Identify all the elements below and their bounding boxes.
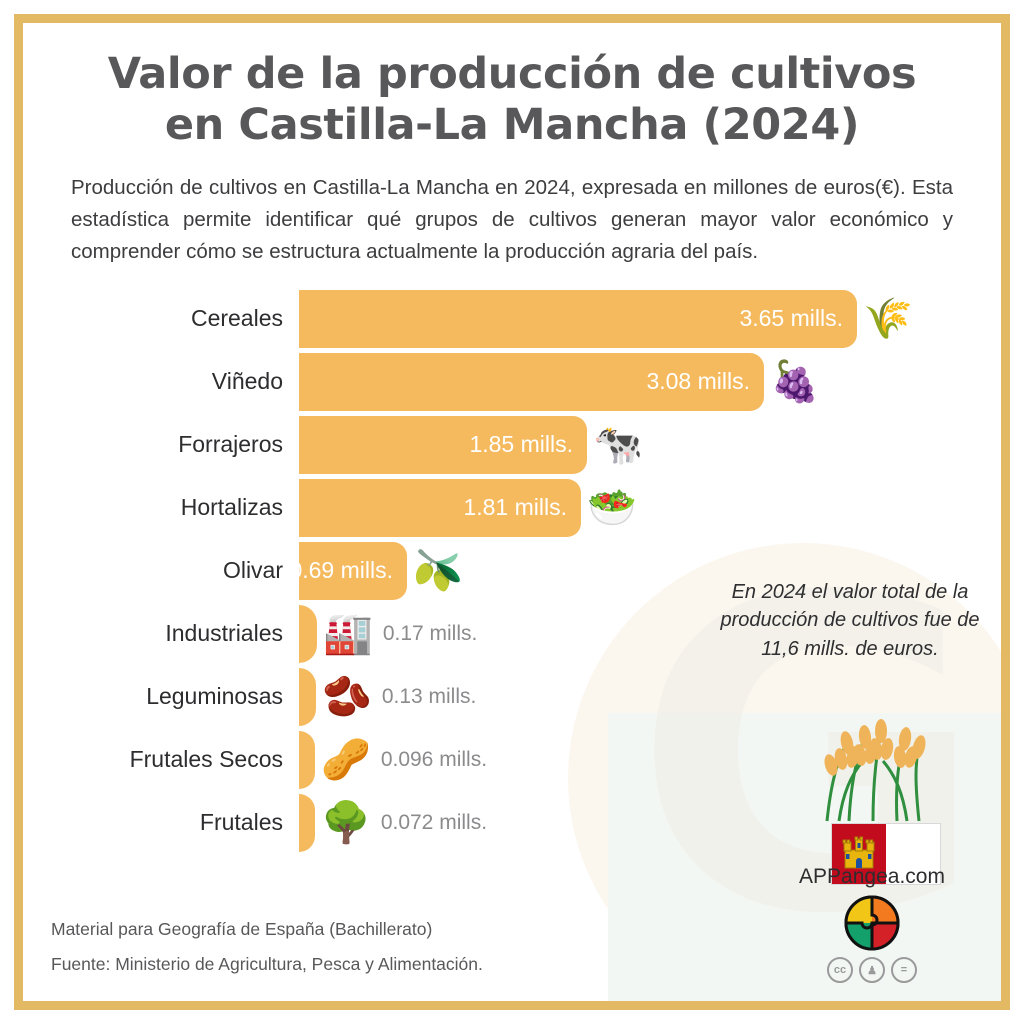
nuts-icon: 🥜	[321, 736, 371, 783]
bar-value-label: 0.072 mills.	[380, 810, 488, 834]
bar-category-label: Leguminosas	[146, 683, 283, 710]
bar-area: 3.08 mills. 🍇	[299, 352, 1001, 411]
fruit-tree-icon: 🌳	[321, 799, 371, 846]
bar-frutales[interactable]	[299, 793, 315, 852]
footer: Material para Geografía de España (Bachi…	[51, 905, 483, 975]
bar-cereales[interactable]: 3.65 mills.	[299, 289, 857, 348]
wheat-icon: 🌾	[863, 295, 913, 342]
brand-block[interactable]: APPangea.com cc ♟ =	[777, 865, 967, 983]
footer-material-line: Material para Geografía de España (Bachi…	[51, 919, 433, 939]
brand-name[interactable]: APPangea.com	[799, 865, 945, 888]
bar-category-label: Hortalizas	[180, 494, 283, 521]
bar-category-label: Olivar	[222, 557, 283, 584]
bar-value-label: 0.13 mills.	[381, 684, 477, 708]
table-row: Forrajeros 1.85 mills. 🐄	[37, 415, 1001, 474]
bar-area: 🥜 0.096 mills.	[299, 730, 1001, 789]
bar-area: 1.81 mills. 🥗	[299, 478, 1001, 537]
bar-value-label: 1.85 mills.	[469, 431, 573, 458]
vegetable-basket-icon: 🥗	[587, 484, 637, 531]
cc-icon: cc	[827, 957, 853, 983]
table-row: Frutales 🌳 0.072 mills.	[37, 793, 1001, 852]
bar-value-label: 0.69 mills.	[289, 557, 393, 584]
olives-icon: 🫒	[413, 547, 463, 594]
beans-icon: 🫘	[322, 673, 372, 720]
footer-source-line: Fuente: Ministerio de Agricultura, Pesca…	[51, 954, 483, 974]
bar-value-label: 0.17 mills.	[382, 621, 478, 645]
poster-content: Valor de la producción de cultivos en Ca…	[23, 23, 1001, 852]
bar-category-label: Industriales	[165, 620, 283, 647]
bar-area: 🫘 0.13 mills.	[299, 667, 1001, 726]
bar-value-label: 0.096 mills.	[380, 747, 488, 771]
cc-by-icon: ♟	[859, 957, 885, 983]
page-title-line1: Valor de la producción de cultivos	[107, 49, 917, 99]
bar-area: 1.85 mills. 🐄	[299, 415, 1001, 474]
bar-category-label: Viñedo	[211, 368, 283, 395]
page-title: Valor de la producción de cultivos en Ca…	[23, 23, 1001, 150]
cc-nd-icon: =	[891, 957, 917, 983]
table-row: Industriales 🏭 0.17 mills.	[37, 604, 1001, 663]
bar-value-label: 3.08 mills.	[646, 368, 750, 395]
page-title-line2: en Castilla-La Mancha (2024)	[164, 99, 860, 150]
total-callout: En 2024 el valor total de la producción …	[720, 581, 980, 660]
bar-area: 🏭 0.17 mills.	[299, 604, 1001, 663]
puzzle-circle-logo-icon	[844, 895, 900, 951]
bar-industriales[interactable]	[299, 604, 317, 663]
wheat-illustration-icon	[824, 719, 926, 822]
bar-area: 🌳 0.072 mills.	[299, 793, 1001, 852]
table-row: Frutales Secos 🥜 0.096 mills.	[37, 730, 1001, 789]
grapes-icon: 🍇	[770, 358, 820, 405]
bar-leguminosas[interactable]	[299, 667, 316, 726]
bar-category-label: Forrajeros	[178, 431, 283, 458]
table-row: Viñedo 3.08 mills. 🍇	[37, 352, 1001, 411]
page-subtitle: Producción de cultivos en Castilla-La Ma…	[71, 176, 953, 263]
table-row: Cereales 3.65 mills. 🌾	[37, 289, 1001, 348]
bar-chart: Cereales 3.65 mills. 🌾 Viñedo 3.08 mills…	[23, 289, 1001, 852]
table-row: Hortalizas 1.81 mills. 🥗	[37, 478, 1001, 537]
cow-icon: 🐄	[593, 421, 643, 468]
bar-area: 3.65 mills. 🌾	[299, 289, 1001, 348]
bar-area: 0.69 mills. 🫒	[289, 541, 1001, 600]
bar-frutales-secos[interactable]	[299, 730, 315, 789]
poster-frame: G Valor de la producción de cultivos en …	[14, 14, 1010, 1010]
bar-olivar[interactable]: 0.69 mills.	[289, 541, 407, 600]
bar-value-label: 3.65 mills.	[739, 305, 843, 332]
bar-hortalizas[interactable]: 1.81 mills.	[299, 478, 581, 537]
bar-value-label: 1.81 mills.	[463, 494, 567, 521]
table-row: Leguminosas 🫘 0.13 mills.	[37, 667, 1001, 726]
factory-icon: 🏭	[323, 610, 373, 657]
bar-vinedo[interactable]: 3.08 mills.	[299, 352, 764, 411]
bar-category-label: Frutales Secos	[129, 746, 283, 773]
license-icons: cc ♟ =	[777, 957, 967, 983]
bar-category-label: Cereales	[190, 305, 283, 332]
table-row: Olivar 0.69 mills. 🫒	[37, 541, 1001, 600]
bar-forrajeros[interactable]: 1.85 mills.	[299, 415, 587, 474]
bar-category-label: Frutales	[199, 809, 283, 836]
